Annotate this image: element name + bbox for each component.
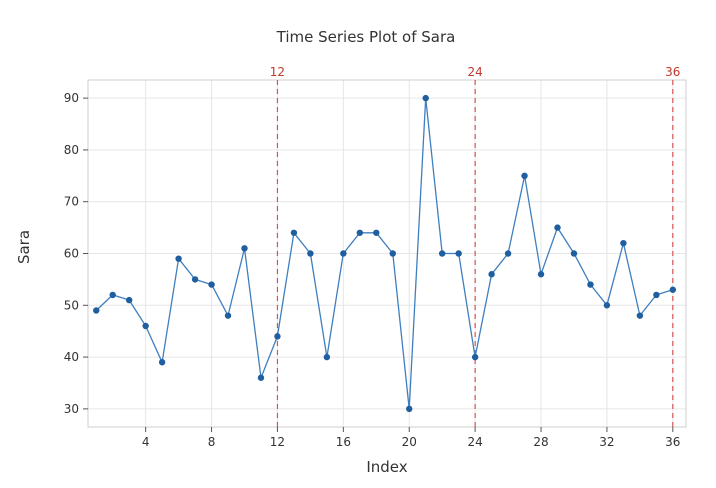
data-point [587, 281, 594, 288]
grid [88, 80, 686, 427]
data-point [373, 229, 380, 236]
y-tick-label: 60 [64, 247, 79, 261]
series-line [95, 97, 673, 410]
data-point [554, 224, 561, 231]
data-point [340, 250, 347, 257]
reference-lines: 12 24 36 [270, 65, 680, 427]
data-point [274, 333, 281, 340]
data-point [257, 374, 265, 381]
x-tick-label: 20 [402, 435, 417, 449]
data-point [208, 281, 215, 288]
y-tick-label: 50 [64, 298, 79, 312]
data-point [570, 250, 578, 257]
data-point [636, 312, 644, 319]
reference-line-label: 12 [270, 65, 285, 79]
x-axis-title: Index [366, 458, 407, 476]
data-point [191, 276, 199, 283]
data-point [356, 229, 364, 236]
data-point [406, 405, 413, 413]
data-point [603, 302, 611, 309]
data-point [290, 229, 298, 236]
data-point [307, 250, 314, 257]
data-point [175, 255, 182, 262]
data-point [521, 172, 528, 180]
data-point [422, 94, 429, 102]
x-axis: 4 8 12 16 20 24 28 32 36 [142, 427, 680, 449]
x-tick-label: 16 [336, 435, 351, 449]
data-point [389, 250, 396, 257]
data-point [125, 296, 133, 304]
data-point [488, 271, 495, 278]
data-point [537, 271, 545, 278]
data-point [323, 353, 331, 361]
data-point [438, 250, 446, 257]
x-tick-label: 28 [533, 435, 548, 449]
x-tick-label: 32 [599, 435, 614, 449]
data-point [455, 250, 462, 257]
data-point [224, 312, 232, 319]
data-point [620, 239, 627, 247]
data-point [142, 322, 149, 330]
data-point [504, 250, 512, 257]
data-point [241, 245, 248, 252]
chart-title: Time Series Plot of Sara [276, 28, 456, 46]
x-tick-label: 8 [208, 435, 216, 449]
y-tick-label: 30 [64, 402, 79, 416]
y-axis: 30 40 50 60 70 80 90 [64, 91, 88, 416]
x-tick-label: 36 [665, 435, 680, 449]
data-point [653, 291, 660, 299]
y-tick-label: 40 [64, 350, 79, 364]
reference-line-label: 24 [467, 65, 482, 79]
y-tick-label: 90 [64, 91, 79, 105]
x-tick-label: 4 [142, 435, 150, 449]
y-axis-title: Sara [15, 230, 33, 264]
series [93, 94, 677, 413]
data-point [109, 291, 116, 299]
y-tick-label: 80 [64, 143, 79, 157]
x-tick-label: 12 [270, 435, 285, 449]
data-point [471, 353, 479, 361]
data-point [93, 307, 100, 314]
y-tick-label: 70 [64, 195, 79, 209]
data-point [158, 359, 166, 366]
x-tick-label: 24 [467, 435, 482, 449]
reference-line-label: 36 [665, 65, 680, 79]
data-point [669, 286, 677, 293]
